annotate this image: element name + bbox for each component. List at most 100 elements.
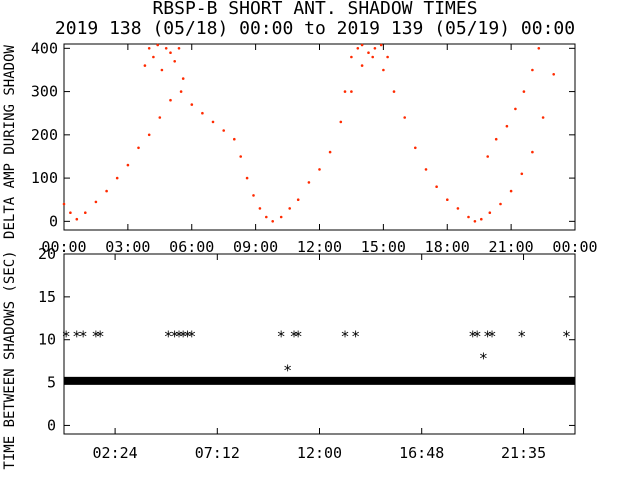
shadow-amp-point [505, 124, 509, 128]
shadow-amp-point [160, 68, 164, 72]
shadow-amp-point [318, 168, 321, 171]
shadow-interval-point: * [179, 327, 188, 345]
shadow-amp-point [473, 220, 477, 223]
shadow-interval-point: * [487, 327, 496, 345]
shadow-amp-point [514, 107, 517, 111]
shadow-interval-point: * [340, 327, 349, 345]
shadow-amp-point [152, 55, 155, 59]
shadow-interval-point: * [91, 327, 100, 345]
top-x-tick-label: 00:00 [41, 238, 86, 256]
shadow-amp-point [156, 43, 159, 47]
chart-subtitle: 2019 138 (05/18) 00:00 to 2019 139 (05/1… [55, 18, 575, 39]
bottom-y-tick-label: 10 [38, 331, 56, 349]
shadow-amp-point [456, 207, 460, 210]
shadow-amp-point [520, 172, 524, 176]
top-x-tick-label: 00:00 [552, 238, 597, 256]
top-y-axis-label: DELTA AMP DURING SHADOW [2, 45, 18, 239]
shadow-amp-point [84, 211, 87, 214]
shadow-amp-point [371, 55, 375, 59]
shadow-amp-point [181, 77, 185, 80]
top-x-tick-label: 12:00 [297, 238, 342, 256]
shadow-interval-point: * [187, 327, 196, 345]
top-x-tick-label: 09:00 [233, 238, 278, 256]
shadow-amp-point [158, 116, 162, 119]
shadow-amp-point [137, 146, 140, 150]
shadow-amp-point [147, 133, 151, 137]
shadow-amp-point [233, 137, 236, 141]
shadow-amp-point [147, 47, 151, 50]
shadow-amp-point [386, 55, 389, 59]
top-y-tick-label: 100 [31, 169, 58, 187]
shadow-amp-point [435, 185, 438, 188]
shadow-amp-point [105, 189, 108, 193]
bottom-y-tick-label: 20 [38, 245, 56, 263]
shadow-interval-point: * [164, 327, 173, 345]
shadow-amp-point [296, 198, 300, 201]
shadow-amp-point [164, 47, 168, 50]
shadow-interval-point: * [183, 327, 192, 345]
bottom-y-tick-label: 5 [47, 374, 56, 392]
shadow-amp-point [392, 90, 396, 93]
shadow-amp-point [367, 51, 370, 54]
top-x-tick-label: 06:00 [169, 238, 214, 256]
shadow-amp-point [552, 73, 555, 76]
shadow-amp-point [69, 211, 72, 214]
shadow-interval-point: * [517, 327, 526, 345]
shadow-interval-point: * [283, 362, 292, 380]
shadow-amp-point [350, 55, 353, 59]
shadow-amp-point [75, 217, 79, 221]
shadow-interval-point: * [289, 327, 298, 345]
shadow-amp-point [307, 181, 311, 184]
shadow-amp-point [222, 129, 225, 132]
shadow-interval-point: * [294, 327, 303, 345]
shadow-amp-point [537, 47, 541, 50]
shadow-amp-point [169, 98, 172, 102]
shadow-amp-point [62, 202, 66, 206]
shadow-interval-point: * [468, 327, 477, 345]
chart-title: RBSP-B SHORT ANT. SHADOW TIMES [152, 0, 477, 19]
shadow-amp-point [115, 176, 119, 180]
shadow-amp-point [350, 90, 353, 93]
shadow-amp-point [531, 68, 534, 72]
shadow-amp-point [339, 120, 343, 124]
shadow-amp-point [379, 43, 383, 47]
shadow-interval-point: * [351, 327, 360, 345]
top-x-tick-label: 03:00 [105, 238, 150, 256]
shadow-amp-point [173, 60, 176, 63]
top-y-tick-label: 200 [31, 126, 58, 144]
shadow-amp-point [252, 194, 255, 197]
bottom-x-tick-label: 12:00 [297, 444, 342, 462]
shadow-interval-point: * [72, 327, 81, 345]
shadow-interval-point: * [62, 327, 71, 345]
shadow-amp-point [360, 43, 364, 47]
bottom-plot-frame [63, 253, 576, 435]
top-x-tick-label: 21:00 [489, 238, 534, 256]
shadow-amp-point [360, 64, 364, 67]
shadow-amp-point [169, 51, 172, 54]
shadow-amp-point [288, 207, 292, 210]
shadow-amp-point [414, 146, 417, 150]
shadow-amp-point [480, 217, 483, 221]
shadow-amp-point [494, 137, 498, 141]
top-y-tick-label: 400 [31, 39, 58, 57]
bottom-x-tick-label: 21:35 [501, 444, 546, 462]
shadow-amp-point [271, 220, 275, 223]
top-panel: 0 100 200 300 400 00:00 03:00 06:00 09:00 12:00 15… [31, 39, 598, 256]
shadow-amp-point [446, 198, 449, 201]
bottom-y-tick-label: 0 [47, 416, 56, 434]
shadow-interval-point: * [174, 327, 183, 345]
shadow-amp-point [356, 47, 360, 50]
shadow-amp-point [245, 176, 249, 180]
shadow-amp-point [343, 90, 347, 93]
shadow-interval-point: * [277, 327, 286, 345]
shadow-interval-band [64, 376, 575, 385]
shadow-interval-point: * [170, 327, 179, 345]
shadow-interval-point: * [479, 350, 488, 368]
shadow-amp-point [126, 163, 130, 167]
bottom-x-tick-label: 02:24 [93, 444, 138, 462]
top-x-tick-label: 15:00 [361, 238, 406, 256]
shadow-amp-point [382, 68, 385, 72]
shadow-amp-point [265, 215, 268, 219]
